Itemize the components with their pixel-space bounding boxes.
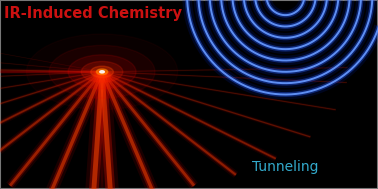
Circle shape [100,71,104,73]
Circle shape [68,55,136,89]
Text: IR-Induced Chemistry: IR-Induced Chemistry [4,6,182,21]
Circle shape [91,66,113,77]
Text: Tunneling: Tunneling [252,160,319,174]
Circle shape [81,61,123,82]
Circle shape [49,45,155,98]
Circle shape [96,69,108,75]
